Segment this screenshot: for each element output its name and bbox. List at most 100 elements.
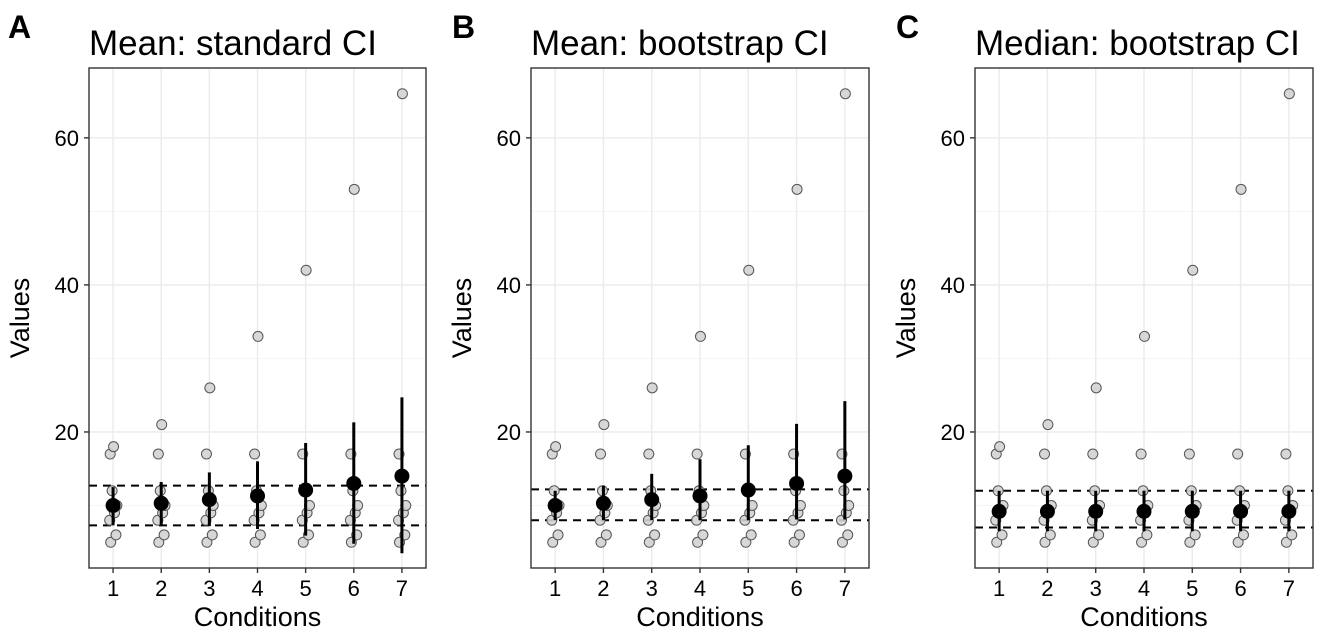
raw-data-point bbox=[793, 529, 805, 541]
y-tick-label: 60 bbox=[497, 126, 521, 151]
x-tick-label: 1 bbox=[993, 576, 1005, 601]
x-tick-label: 7 bbox=[1283, 576, 1295, 601]
raw-data-point bbox=[839, 88, 851, 100]
raw-data-point bbox=[692, 536, 704, 548]
chart-panel-a: 20 40 60 1 2 3 4 5 6 7 Conditions Values Mean: stand… bbox=[5, 9, 427, 632]
raw-data-point bbox=[1090, 382, 1102, 394]
raw-data-point bbox=[297, 536, 309, 548]
raw-data-point bbox=[1187, 264, 1199, 276]
x-tick-label: 6 bbox=[1234, 576, 1246, 601]
x-tick-label: 3 bbox=[646, 576, 658, 601]
raw-data-point bbox=[595, 536, 607, 548]
raw-data-point bbox=[201, 536, 213, 548]
raw-data-point bbox=[694, 330, 706, 342]
estimate-point bbox=[1039, 503, 1055, 519]
raw-data-point bbox=[1184, 536, 1196, 548]
panel-tag: C bbox=[896, 9, 919, 45]
x-tick-label: 6 bbox=[348, 576, 360, 601]
chart-panel-b: 20 40 60 1 2 3 4 5 6 7 Conditions Values Mean: boots… bbox=[447, 9, 870, 632]
raw-data-point bbox=[396, 88, 408, 100]
raw-data-point bbox=[788, 536, 800, 548]
raw-data-point bbox=[740, 536, 752, 548]
x-tick-label: 1 bbox=[549, 576, 561, 601]
raw-data-point bbox=[1189, 529, 1201, 541]
estimate-point bbox=[1184, 503, 1200, 519]
raw-data-point bbox=[153, 536, 165, 548]
estimate-point bbox=[105, 498, 121, 513]
estimate-point bbox=[250, 488, 265, 504]
x-tick-label: 2 bbox=[155, 576, 167, 601]
raw-data-point bbox=[994, 441, 1006, 453]
estimate-point bbox=[1281, 503, 1297, 519]
raw-data-point bbox=[1183, 448, 1195, 460]
raw-data-point bbox=[1286, 529, 1298, 541]
chart-panel-c: 20 40 60 1 2 3 4 5 6 7 Conditions Values Median: boo… bbox=[891, 9, 1314, 632]
y-tick-label: 20 bbox=[497, 420, 521, 445]
raw-data-point bbox=[158, 529, 170, 541]
raw-data-point bbox=[743, 264, 755, 276]
raw-data-point bbox=[643, 536, 655, 548]
raw-data-point bbox=[200, 448, 212, 460]
raw-data-point bbox=[745, 529, 757, 541]
x-tick-label: 7 bbox=[839, 576, 851, 601]
estimate-point bbox=[1088, 503, 1104, 519]
raw-data-point bbox=[595, 448, 607, 460]
estimate-point bbox=[394, 468, 410, 484]
x-tick-label: 3 bbox=[203, 576, 215, 601]
raw-data-point bbox=[552, 529, 564, 541]
raw-data-point bbox=[697, 529, 709, 541]
y-tick-label: 20 bbox=[55, 420, 79, 445]
raw-data-point bbox=[1087, 448, 1099, 460]
raw-data-point bbox=[791, 183, 803, 195]
raw-data-point bbox=[1138, 330, 1150, 342]
x-tick-label: 3 bbox=[1090, 576, 1102, 601]
raw-data-point bbox=[1042, 419, 1054, 431]
x-tick-label: 7 bbox=[396, 576, 408, 601]
estimate-point bbox=[346, 475, 362, 491]
raw-data-point bbox=[254, 529, 266, 541]
raw-data-point bbox=[1039, 536, 1051, 548]
raw-data-point bbox=[1280, 448, 1292, 460]
raw-data-point bbox=[249, 536, 261, 548]
x-tick-label: 5 bbox=[1186, 576, 1198, 601]
y-tick-label: 60 bbox=[55, 126, 79, 151]
raw-data-point bbox=[252, 330, 264, 342]
y-axis-title: Values bbox=[5, 278, 35, 359]
raw-data-point bbox=[1136, 536, 1148, 548]
chart-title: Mean: bootstrap CI bbox=[531, 24, 829, 63]
raw-data-point bbox=[646, 382, 658, 394]
raw-data-point bbox=[1093, 529, 1105, 541]
raw-data-point bbox=[108, 441, 120, 453]
raw-data-point bbox=[249, 448, 261, 460]
raw-data-point bbox=[1232, 536, 1244, 548]
panel-tag: B bbox=[452, 9, 475, 45]
x-tick-label: 4 bbox=[694, 576, 706, 601]
raw-data-point bbox=[152, 448, 164, 460]
estimate-point bbox=[1233, 503, 1249, 519]
raw-data-point bbox=[643, 448, 655, 460]
raw-data-point bbox=[600, 529, 612, 541]
raw-data-point bbox=[204, 382, 216, 394]
x-tick-label: 5 bbox=[742, 576, 754, 601]
y-tick-label: 40 bbox=[497, 273, 521, 298]
raw-data-point bbox=[547, 536, 559, 548]
raw-data-point bbox=[991, 536, 1003, 548]
raw-data-point bbox=[1044, 529, 1056, 541]
raw-data-point bbox=[1283, 88, 1295, 100]
estimate-point bbox=[644, 492, 660, 508]
raw-data-point bbox=[1039, 448, 1051, 460]
estimate-point bbox=[547, 498, 563, 513]
raw-data-point bbox=[105, 536, 117, 548]
x-tick-label: 2 bbox=[597, 576, 609, 601]
raw-data-point bbox=[1135, 448, 1147, 460]
y-tick-label: 40 bbox=[941, 273, 965, 298]
y-axis-title: Values bbox=[891, 278, 921, 359]
estimate-point bbox=[789, 475, 805, 491]
x-axis-title: Conditions bbox=[636, 602, 764, 632]
estimate-point bbox=[692, 488, 708, 504]
raw-data-point bbox=[110, 529, 122, 541]
raw-data-point bbox=[842, 529, 854, 541]
x-axis-title: Conditions bbox=[194, 602, 322, 632]
x-tick-label: 2 bbox=[1041, 576, 1053, 601]
